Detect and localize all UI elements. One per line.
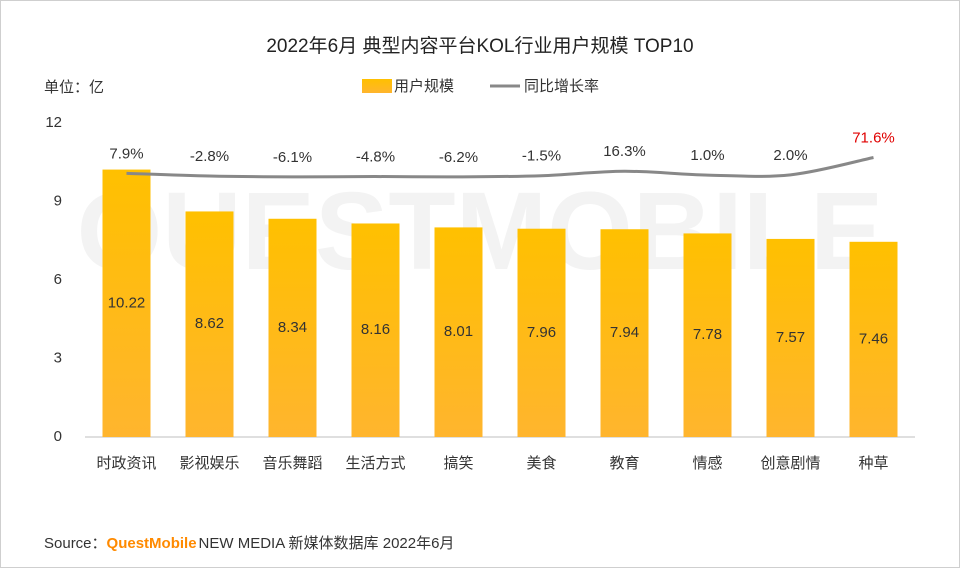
line-value-label: 71.6% xyxy=(852,129,895,146)
y-tick-label: 0 xyxy=(54,428,62,445)
line-value-label: 2.0% xyxy=(773,147,807,164)
bar-value-label: 7.46 xyxy=(859,330,888,347)
line-value-label: -6.1% xyxy=(273,149,312,166)
unit-label: 单位：亿 xyxy=(44,79,104,96)
line-value-label: -1.5% xyxy=(522,148,561,165)
x-tick-label: 美食 xyxy=(526,455,556,472)
bar-value-label: 7.78 xyxy=(693,326,722,343)
y-tick-label: 9 xyxy=(54,192,62,209)
bar xyxy=(185,211,234,437)
source-brand: QuestMobile xyxy=(107,535,197,552)
bar xyxy=(102,169,151,437)
bar-value-label: 8.34 xyxy=(278,319,307,336)
legend-swatch xyxy=(362,79,392,93)
y-tick-label: 3 xyxy=(54,349,62,366)
x-tick-label: 教育 xyxy=(609,455,639,472)
x-tick-label: 影视娱乐 xyxy=(179,455,239,472)
y-tick-label: 6 xyxy=(54,271,62,288)
x-tick-label: 情感 xyxy=(692,455,722,472)
line-value-label: 16.3% xyxy=(603,143,646,160)
bar-value-label: 7.94 xyxy=(610,324,639,341)
chart-title: 2022年6月 典型内容平台KOL行业用户规模 TOP10 xyxy=(266,35,693,57)
bar-value-label: 7.57 xyxy=(776,329,805,346)
line-value-label: -6.2% xyxy=(439,149,478,166)
bar xyxy=(351,223,400,437)
bar xyxy=(683,233,732,437)
bar-value-label: 7.96 xyxy=(527,324,556,341)
bar xyxy=(517,228,566,437)
x-tick-label: 音乐舞蹈 xyxy=(262,455,322,472)
x-tick-label: 搞笑 xyxy=(443,455,473,472)
bar-value-label: 8.62 xyxy=(195,315,224,332)
bar-value-label: 8.01 xyxy=(444,323,473,340)
bar-value-label: 8.16 xyxy=(361,321,390,338)
x-tick-label: 生活方式 xyxy=(345,455,405,472)
legend-label: 用户规模 xyxy=(394,78,454,95)
line-value-label: 7.9% xyxy=(109,145,143,162)
source: Source：QuestMobile NEW MEDIA 新媒体数据库 2022年… xyxy=(44,535,454,552)
line-value-label: -4.8% xyxy=(356,148,395,165)
legend-label: 同比增长率 xyxy=(524,78,599,95)
bar xyxy=(849,241,898,437)
source-label: Source： xyxy=(44,535,107,552)
x-tick-label: 时政资讯 xyxy=(96,455,156,472)
bar xyxy=(600,229,649,437)
source-rest: NEW MEDIA 新媒体数据库 2022年6月 xyxy=(199,535,455,552)
bar xyxy=(434,227,483,437)
bar xyxy=(268,218,317,437)
y-tick-label: 12 xyxy=(45,114,62,131)
x-tick-label: 种草 xyxy=(858,455,888,472)
bar-value-label: 10.22 xyxy=(108,294,146,311)
line-value-label: 1.0% xyxy=(690,147,724,164)
bar xyxy=(766,238,815,437)
x-tick-label: 创意剧情 xyxy=(760,454,820,472)
line-value-label: -2.8% xyxy=(190,148,229,165)
growth-line xyxy=(126,156,874,179)
